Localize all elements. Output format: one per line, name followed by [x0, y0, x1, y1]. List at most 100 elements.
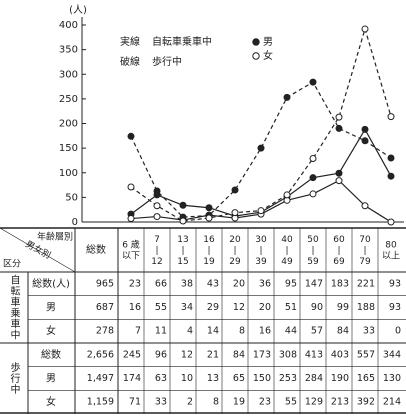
cell: 23: [129, 278, 141, 289]
cell: 344: [383, 349, 401, 360]
point: [309, 154, 317, 162]
cell: 1,159: [87, 397, 114, 408]
cell: 7: [135, 326, 141, 337]
corner-label: 区分: [3, 259, 21, 270]
point: [387, 154, 395, 162]
cell: 51: [285, 302, 297, 313]
x-tick-label: 7 | 12: [151, 235, 162, 267]
cell: 71: [129, 397, 141, 408]
y-tick-label: 250: [59, 94, 78, 105]
cell: 245: [123, 349, 141, 360]
cell: 188: [357, 302, 375, 313]
y-tick-label: 0: [72, 217, 78, 228]
cell: 12: [233, 302, 245, 313]
point: [153, 213, 161, 221]
cell: 33: [155, 397, 167, 408]
point: [387, 218, 395, 226]
cell: 38: [181, 278, 193, 289]
cell: 16: [129, 302, 141, 313]
row-label: 女: [46, 395, 56, 408]
y-tick-label: 50: [65, 192, 78, 203]
cell: 965: [96, 278, 114, 289]
x-tick-label: 16 | 19: [203, 235, 215, 267]
cell: 403: [331, 349, 349, 360]
row-label: 男: [46, 302, 56, 314]
cell: 147: [305, 278, 323, 289]
point: [127, 132, 135, 140]
group-label: 歩行中: [8, 361, 20, 395]
x-tick-label: 20 | 29: [229, 235, 241, 267]
cell: 173: [253, 349, 271, 360]
cell: 130: [383, 373, 401, 384]
cell: 413: [305, 349, 323, 360]
cell: 55: [285, 397, 297, 408]
cell: 278: [96, 326, 114, 337]
point: [309, 78, 317, 86]
point: [309, 190, 317, 198]
cell: 84: [233, 349, 245, 360]
cell: 2: [187, 397, 193, 408]
cell: 557: [357, 349, 375, 360]
x-tick-label: 50 | 59: [307, 235, 319, 267]
table-rule: [0, 227, 76, 273]
point: [361, 125, 369, 133]
point: [127, 183, 135, 191]
cell: 687: [96, 302, 114, 313]
legend-male: 男: [263, 36, 273, 48]
cell: 90: [311, 302, 323, 313]
point: [387, 172, 395, 180]
point: [283, 191, 291, 199]
legend-marker-male: [252, 38, 260, 46]
cell: 14: [207, 326, 219, 337]
cell: 190: [331, 373, 349, 384]
legend-marker-female: [252, 52, 260, 60]
y-tick-label: 100: [59, 168, 78, 179]
group-label: 自転車乗車中: [8, 273, 20, 340]
point: [309, 174, 317, 182]
cell: 23: [259, 397, 271, 408]
cell: 20: [233, 278, 245, 289]
cell: 16: [259, 326, 271, 337]
legend-dashed: 破線: [120, 55, 140, 68]
y-tick-label: 300: [59, 69, 78, 80]
cell: 21: [207, 349, 219, 360]
header: 総数: [86, 243, 106, 256]
row-label: 総数: [41, 348, 61, 361]
point: [335, 113, 343, 121]
cell: 57: [311, 326, 323, 337]
point: [361, 25, 369, 33]
point: [231, 209, 239, 217]
point: [231, 186, 239, 194]
cell: 19: [233, 397, 245, 408]
cell: 8: [213, 397, 219, 408]
cell: 99: [337, 302, 349, 313]
cell: 36: [259, 278, 271, 289]
point: [127, 215, 135, 223]
row-label: 男: [46, 373, 56, 385]
point: [335, 177, 343, 185]
cell: 96: [155, 349, 167, 360]
cell: 253: [279, 373, 297, 384]
x-tick-label: 80 以上: [382, 240, 400, 261]
cell: 165: [357, 373, 375, 384]
row-label: 女: [46, 324, 56, 337]
y-tick-label: 400: [59, 20, 78, 31]
cell: 8: [239, 326, 245, 337]
legend-female: 女: [263, 49, 273, 62]
legend-solid: 実線: [120, 35, 140, 48]
cell: 84: [337, 326, 349, 337]
cell: 221: [357, 278, 375, 289]
cell: 11: [155, 326, 167, 337]
cell: 55: [155, 302, 167, 313]
cell: 95: [285, 278, 297, 289]
y-tick-label: 150: [59, 143, 78, 154]
x-tick-label: 70 | 79: [359, 235, 371, 267]
cell: 12: [181, 349, 193, 360]
x-tick-label: 6 歳以下: [122, 238, 140, 261]
cell: 392: [357, 397, 375, 408]
point: [335, 169, 343, 177]
point: [153, 202, 161, 210]
row-label: 総数(人): [32, 277, 70, 290]
series-line: [130, 81, 392, 218]
